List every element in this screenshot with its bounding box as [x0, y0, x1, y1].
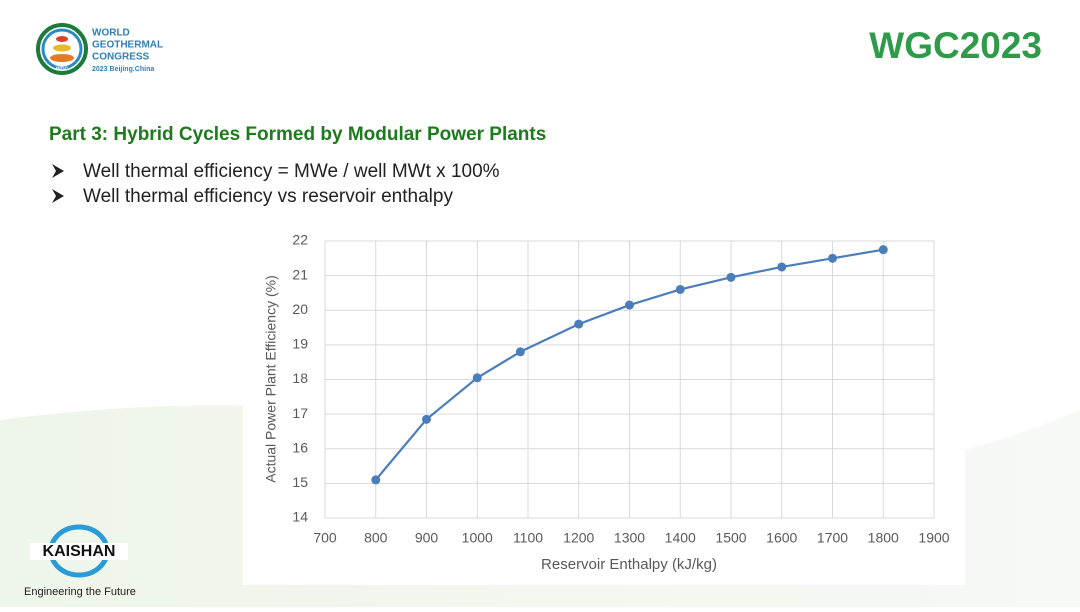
x-tick-label: 1100 — [513, 530, 543, 546]
x-tick-label: 1300 — [614, 530, 645, 546]
data-point — [422, 414, 431, 424]
x-tick-label: 1600 — [766, 530, 797, 546]
data-point — [777, 262, 787, 272]
x-tick-label: 1400 — [665, 530, 696, 546]
logo-badge: WGC — [56, 66, 69, 72]
bullet: Well thermal efficiency vs reservoir ent… — [83, 186, 453, 207]
y-tick-label: 21 — [292, 266, 308, 282]
bullet-arrow — [52, 189, 64, 203]
y-tick-label: 15 — [292, 474, 308, 490]
slogan: Engineering the Future — [24, 586, 136, 598]
x-axis-label: Reservoir Enthalpy (kJ/kg) — [541, 556, 717, 573]
chart-background — [243, 225, 965, 585]
data-point — [878, 245, 888, 255]
x-tick-label: 1500 — [715, 530, 746, 546]
x-tick-label: 1900 — [918, 530, 949, 546]
y-axis-label: Actual Power Plant Efficiency (%) — [263, 275, 279, 483]
x-tick-label: 1200 — [563, 530, 594, 546]
y-tick-label: 14 — [292, 509, 308, 525]
logo-ring — [36, 23, 88, 75]
y-tick-label: 18 — [292, 370, 308, 386]
x-tick-label: 800 — [364, 530, 388, 546]
data-point — [472, 373, 482, 383]
brand: WGC2023 — [869, 25, 1042, 66]
x-tick-label: 900 — [415, 530, 439, 546]
kaishan-logo: KAISHAN — [30, 524, 128, 578]
data-point — [371, 475, 381, 485]
data-point — [625, 300, 634, 310]
plot: 14 15 16 17 18 19 20 21 22 700 800 900 1000 1100 1200 1… — [292, 232, 949, 546]
y-tick-label: 17 — [292, 405, 308, 421]
logo-text: CONGRESS — [92, 52, 150, 63]
data-point — [574, 319, 584, 329]
logo-shape — [56, 36, 68, 42]
x-tick-label: 1000 — [462, 530, 493, 546]
bullet-arrow — [52, 164, 64, 178]
data-point — [515, 347, 525, 357]
logo-shape — [50, 54, 74, 62]
logo-band — [30, 543, 128, 560]
company: KAISHAN — [43, 543, 116, 560]
y-tick-label: 20 — [292, 301, 308, 317]
bullet: Well thermal efficiency = MWe / well MWt… — [83, 161, 500, 182]
x-tick-label: 1700 — [817, 530, 848, 546]
data-point — [726, 272, 736, 282]
y-tick-label: 16 — [292, 439, 308, 455]
section-title: Part 3: Hybrid Cycles Formed by Modular … — [49, 124, 546, 145]
logo-text: WORLD — [92, 28, 130, 39]
wgc-logo: WGC WORLD GEOTHERMAL CONGRESS 2023 Beiji… — [36, 23, 163, 75]
x-tick-label: 700 — [313, 530, 337, 546]
logo-ring — [41, 28, 83, 70]
y-tick-label: 22 — [292, 232, 308, 248]
y-tick-label: 19 — [292, 336, 308, 352]
logo-text: GEOTHERMAL — [92, 40, 163, 51]
logo-text: 2023 Beijing.China — [92, 66, 154, 73]
data-point — [675, 284, 685, 294]
logo-shape — [53, 44, 71, 52]
x-tick-label: 1800 — [868, 530, 899, 546]
data-point — [828, 253, 837, 263]
